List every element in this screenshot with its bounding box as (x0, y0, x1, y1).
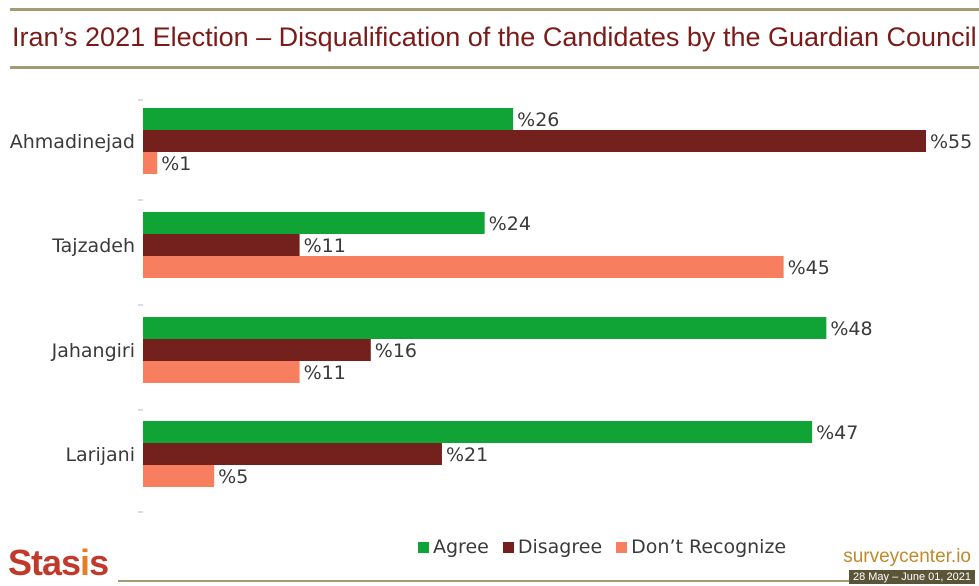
legend-swatch-disagree (502, 541, 514, 553)
value-label-jahangiri-dont-recognize: %11 (304, 362, 346, 384)
value-label-tajzadeh-disagree: %11 (304, 235, 346, 257)
value-label-jahangiri-agree: %48 (830, 318, 872, 340)
value-label-larijani-dont-recognize: %5 (218, 466, 248, 488)
category-label-jahangiri: Jahangiri (51, 340, 135, 362)
bar-tajzadeh-agree (143, 212, 485, 234)
value-label-larijani-agree: %47 (816, 422, 858, 444)
site-url: surveycenter.io (843, 546, 971, 567)
value-label-tajzadeh-dont-recognize: %45 (788, 257, 830, 279)
value-label-larijani-disagree: %21 (446, 444, 488, 466)
category-label-ahmadinejad: Ahmadinejad (10, 131, 135, 153)
value-label-ahmadinejad-dont-recognize: %1 (161, 153, 191, 175)
legend-item-dont-recognize: Don’t Recognize (616, 536, 786, 558)
value-label-ahmadinejad-agree: %26 (517, 109, 559, 131)
top-rule (10, 8, 979, 11)
bar-larijani-disagree (143, 443, 442, 465)
title-rule (10, 66, 979, 69)
survey-date: 28 May – June 01, 2021 (848, 570, 975, 584)
legend-item-disagree: Disagree (502, 536, 603, 558)
legend-label-agree: Agree (433, 536, 489, 558)
category-label-tajzadeh: Tajzadeh (51, 235, 135, 257)
bar-ahmadinejad-agree (143, 108, 514, 130)
legend-label-disagree: Disagree (517, 536, 603, 558)
value-label-jahangiri-disagree: %16 (375, 340, 417, 362)
stasis-logo: Stasis (8, 542, 109, 583)
bar-jahangiri-agree (143, 317, 827, 339)
bar-jahangiri-dont-recognize (143, 361, 300, 383)
bar-jahangiri-disagree (143, 339, 371, 361)
bottom-rule (118, 580, 857, 582)
chart-title: Iran’s 2021 Election – Disqualification … (12, 22, 977, 52)
value-label-tajzadeh-agree: %24 (489, 213, 531, 235)
category-label-larijani: Larijani (65, 444, 135, 466)
bar-ahmadinejad-dont-recognize (143, 152, 158, 174)
bar-tajzadeh-disagree (143, 234, 300, 256)
legend-label-dont-recognize: Don’t Recognize (631, 536, 787, 558)
bar-tajzadeh-dont-recognize (143, 256, 784, 278)
legend-swatch-dont-recognize (616, 541, 628, 553)
value-label-ahmadinejad-disagree: %55 (930, 131, 972, 153)
bar-chart: Ahmadinejad %26 %55 %1 Tajzadeh %24 %11 %45 Jaha… (10, 99, 972, 513)
legend-item-agree: Agree (418, 536, 489, 558)
bar-larijani-agree (143, 421, 813, 443)
legend-swatch-agree (418, 541, 429, 553)
legend: Agree Disagree Don’t Recognize (418, 536, 786, 558)
bar-ahmadinejad-disagree (143, 130, 926, 152)
bar-larijani-dont-recognize (143, 465, 215, 487)
